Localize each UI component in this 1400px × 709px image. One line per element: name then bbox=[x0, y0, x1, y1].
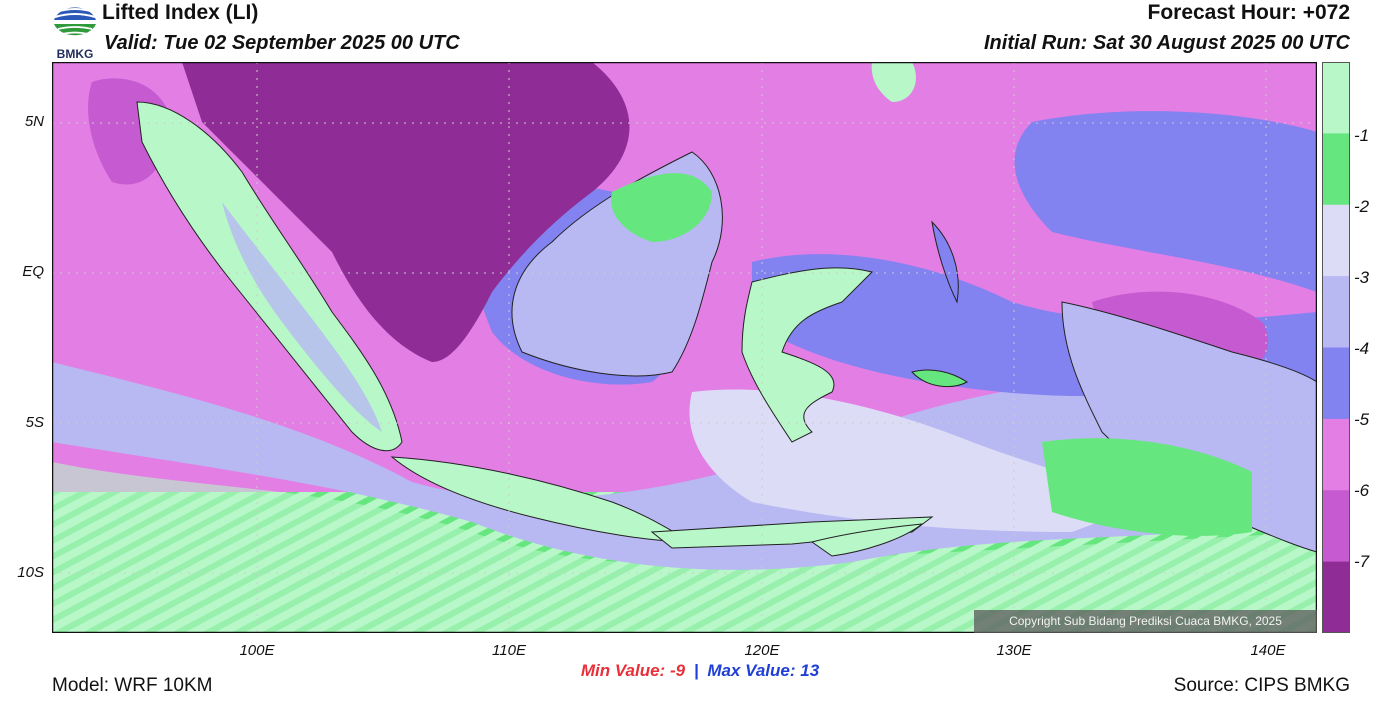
colorbar-swatch bbox=[1322, 418, 1350, 491]
stats-separator: | bbox=[693, 661, 699, 680]
colorbar-label-3: -3 bbox=[1354, 268, 1370, 287]
valid-time: Valid: Tue 02 September 2025 00 UTC bbox=[104, 32, 460, 54]
lon-label-100e: 100E bbox=[239, 642, 275, 659]
min-value: -9 bbox=[669, 661, 686, 680]
colorbar-label-6: -6 bbox=[1354, 481, 1370, 500]
colorbar-swatch bbox=[1322, 347, 1350, 420]
lifted-index-map bbox=[51, 61, 1318, 634]
lon-label-110e: 110E bbox=[492, 642, 526, 659]
forecast-hour: Forecast Hour: +072 bbox=[1147, 1, 1351, 24]
min-max-values: Min Value: -9 | Max Value: 13 bbox=[0, 661, 1400, 681]
colorbar-swatch bbox=[1322, 490, 1350, 563]
colorbar-label-5: -5 bbox=[1354, 410, 1370, 429]
lat-label-10s: 10S bbox=[17, 564, 44, 581]
unstable-core bbox=[182, 62, 630, 362]
lon-label-120e: 120E bbox=[744, 642, 780, 659]
map-title: Lifted Index (LI) bbox=[102, 1, 259, 24]
model-label: Model: WRF 10KM bbox=[52, 675, 213, 696]
graticule bbox=[52, 62, 1317, 633]
lat-label-eq: EQ bbox=[22, 263, 44, 280]
colorbar-swatches bbox=[1322, 62, 1350, 634]
new-guinea bbox=[1061, 301, 1318, 553]
lon-label-130e: 130E bbox=[996, 642, 1032, 659]
colorbar bbox=[1322, 62, 1350, 634]
colorbar-label-2: -2 bbox=[1354, 197, 1370, 216]
bmkg-logo: BMKG bbox=[50, 0, 100, 61]
source-label: Source: CIPS BMKG bbox=[1173, 675, 1350, 696]
map-canvas bbox=[51, 61, 1318, 634]
lat-label-5n: 5N bbox=[24, 113, 44, 130]
sulawesi bbox=[741, 267, 873, 443]
colorbar-label-1: -1 bbox=[1354, 126, 1370, 145]
lon-label-140e: 140E bbox=[1250, 642, 1286, 659]
min-value-label: Min Value: bbox=[580, 661, 666, 680]
colorbar-label-7: -7 bbox=[1354, 552, 1370, 571]
svg-text:BMKG: BMKG bbox=[57, 47, 94, 60]
colorbar-swatch bbox=[1322, 276, 1350, 348]
max-value-label: Max Value: bbox=[707, 661, 796, 680]
bmkg-logo-icon: BMKG bbox=[54, 7, 96, 61]
copyright-notice: Copyright Sub Bidang Prediksi Cuaca BMKG… bbox=[974, 610, 1317, 633]
colorbar-swatch bbox=[1322, 62, 1350, 134]
lat-label-5s: 5S bbox=[25, 414, 44, 431]
colorbar-border bbox=[1322, 62, 1350, 633]
colorbar-swatch bbox=[1322, 204, 1350, 277]
colorbar-label-4: -4 bbox=[1354, 339, 1370, 358]
initial-run: Initial Run: Sat 30 August 2025 00 UTC bbox=[983, 32, 1350, 54]
max-value: 13 bbox=[800, 661, 820, 680]
colorbar-swatch bbox=[1322, 133, 1350, 206]
colorbar-swatch bbox=[1322, 561, 1350, 634]
